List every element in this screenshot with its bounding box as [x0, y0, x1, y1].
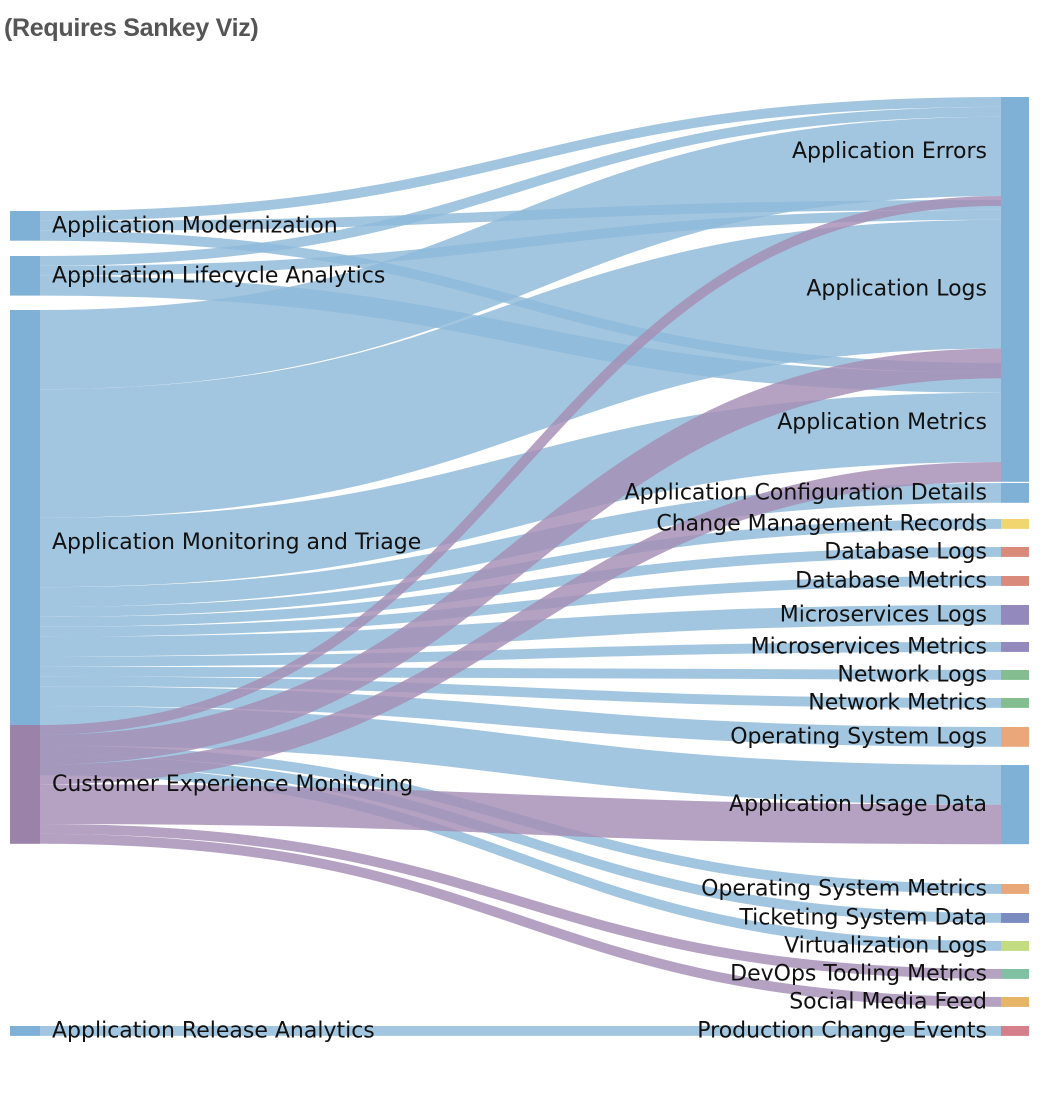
- target-label-application-logs: Application Logs: [806, 277, 987, 302]
- target-label-network-metrics: Network Metrics: [808, 690, 987, 715]
- link-application-monitoring-and-triage-to-microservices-metrics[interactable]: [39, 642, 1002, 667]
- link-application-monitoring-and-triage-to-network-logs[interactable]: [39, 666, 1002, 680]
- target-label-operating-system-metrics: Operating System Metrics: [701, 876, 987, 901]
- source-label-application-modernization: Application Modernization: [52, 213, 338, 238]
- target-label-application-usage-data: Application Usage Data: [729, 792, 987, 817]
- link-application-monitoring-and-triage-to-application-logs[interactable]: [39, 219, 1002, 518]
- link-customer-experience-monitoring-to-devops-tooling-metrics[interactable]: [39, 824, 1002, 979]
- target-label-social-media-feed: Social Media Feed: [789, 989, 987, 1014]
- target-node-database-logs[interactable]: [1001, 547, 1029, 557]
- target-node-change-management-records[interactable]: [1001, 519, 1029, 529]
- target-label-microservices-metrics: Microservices Metrics: [751, 634, 987, 659]
- source-label-customer-experience-monitoring: Customer Experience Monitoring: [52, 772, 413, 797]
- source-node-customer-experience-monitoring[interactable]: [10, 725, 40, 844]
- target-label-virtualization-logs: Virtualization Logs: [784, 933, 987, 958]
- target-node-application-metrics[interactable]: [1001, 363, 1029, 482]
- target-node-operating-system-metrics[interactable]: [1001, 884, 1029, 894]
- target-node-application-usage-data[interactable]: [1001, 765, 1029, 845]
- source-node-application-monitoring-and-triage[interactable]: [10, 310, 40, 776]
- target-label-operating-system-logs: Operating System Logs: [730, 724, 987, 749]
- link-application-monitoring-and-triage-to-network-metrics[interactable]: [39, 676, 1002, 708]
- page-title: (Requires Sankey Viz): [4, 14, 259, 42]
- source-label-application-release-analytics: Application Release Analytics: [52, 1018, 375, 1043]
- source-label-application-monitoring-and-triage: Application Monitoring and Triage: [52, 530, 421, 555]
- target-node-operating-system-logs[interactable]: [1001, 727, 1029, 747]
- target-label-devops-tooling-metrics: DevOps Tooling Metrics: [730, 961, 987, 986]
- target-node-application-logs[interactable]: [1001, 200, 1029, 379]
- target-node-database-metrics[interactable]: [1001, 576, 1029, 586]
- link-application-monitoring-and-triage-to-ticketing-system-data[interactable]: [39, 755, 1002, 923]
- target-label-change-management-records: Change Management Records: [656, 511, 987, 536]
- target-node-ticketing-system-data[interactable]: [1001, 913, 1029, 923]
- link-application-monitoring-and-triage-to-application-metrics[interactable]: [39, 392, 1002, 588]
- target-label-microservices-logs: Microservices Logs: [780, 602, 987, 627]
- target-label-ticketing-system-data: Ticketing System Data: [738, 905, 987, 930]
- link-application-modernization-to-application-errors[interactable]: [39, 97, 1002, 221]
- source-node-application-release-analytics[interactable]: [10, 1026, 40, 1036]
- link-application-monitoring-and-triage-to-database-logs[interactable]: [39, 547, 1002, 627]
- source-node-application-modernization[interactable]: [10, 211, 40, 241]
- link-application-monitoring-and-triage-to-virtualization-logs[interactable]: [39, 765, 1002, 951]
- sankey-links: [39, 97, 1002, 1036]
- target-node-microservices-logs[interactable]: [1001, 605, 1029, 625]
- target-label-application-errors: Application Errors: [792, 139, 987, 164]
- target-label-application-configuration-details: Application Configuration Details: [625, 480, 987, 505]
- source-node-application-lifecycle-analytics[interactable]: [10, 256, 40, 296]
- target-node-application-errors[interactable]: [1001, 97, 1029, 206]
- link-application-lifecycle-analytics-to-application-errors[interactable]: [39, 106, 1002, 266]
- target-label-database-logs: Database Logs: [824, 539, 987, 564]
- target-label-application-metrics: Application Metrics: [777, 410, 987, 435]
- target-label-production-change-events: Production Change Events: [697, 1018, 987, 1043]
- link-customer-experience-monitoring-to-application-errors[interactable]: [39, 196, 1002, 735]
- target-node-network-logs[interactable]: [1001, 670, 1029, 680]
- target-label-network-logs: Network Logs: [837, 662, 987, 687]
- target-node-network-metrics[interactable]: [1001, 698, 1029, 708]
- target-node-devops-tooling-metrics[interactable]: [1001, 969, 1029, 979]
- target-node-virtualization-logs[interactable]: [1001, 941, 1029, 951]
- target-node-application-configuration-details[interactable]: [1001, 483, 1029, 503]
- target-node-production-change-events[interactable]: [1001, 1026, 1029, 1036]
- link-application-monitoring-and-triage-to-application-errors[interactable]: [39, 116, 1002, 390]
- target-label-database-metrics: Database Metrics: [795, 568, 987, 593]
- source-label-application-lifecycle-analytics: Application Lifecycle Analytics: [52, 263, 385, 288]
- link-customer-experience-monitoring-to-application-logs[interactable]: [39, 348, 1002, 765]
- target-node-social-media-feed[interactable]: [1001, 997, 1029, 1007]
- link-customer-experience-monitoring-to-social-media-feed[interactable]: [39, 833, 1002, 1007]
- target-node-microservices-metrics[interactable]: [1001, 642, 1029, 652]
- sankey-nodes: [10, 97, 1029, 1036]
- link-customer-experience-monitoring-to-application-metrics[interactable]: [39, 462, 1002, 785]
- sankey-labels: Application Modernization Application Lif…: [52, 139, 987, 1043]
- link-application-monitoring-and-triage-to-database-metrics[interactable]: [39, 576, 1002, 637]
- link-customer-experience-monitoring-to-application-usage-data[interactable]: [39, 784, 1002, 845]
